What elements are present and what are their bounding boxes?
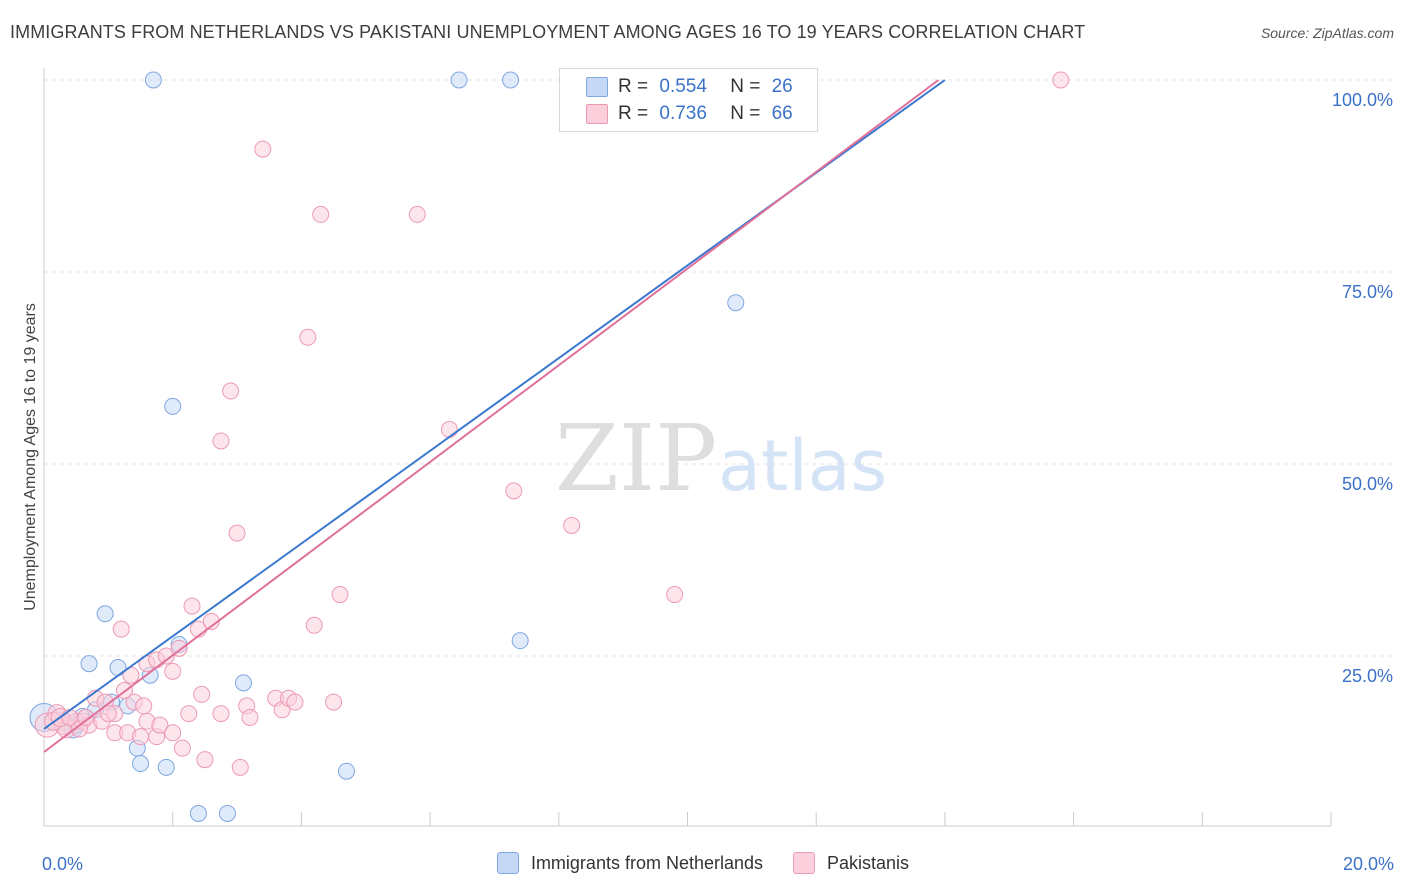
- pakistani-point: [193, 685, 211, 703]
- r-value: 0.554: [659, 76, 707, 97]
- y-tick-label: 50.0%: [1342, 474, 1393, 494]
- grid-layer: [44, 79, 1394, 657]
- n-value: 26: [771, 76, 793, 97]
- netherlands-point: [96, 605, 114, 623]
- pakistani-trendline: [43, 79, 940, 753]
- y-axis-label: Unemployment Among Ages 16 to 19 years: [22, 303, 39, 611]
- series-legend: Immigrants from Netherlands Pakistanis: [0, 852, 1406, 874]
- chart-title: IMMIGRANTS FROM NETHERLANDS VS PAKISTANI…: [10, 22, 1086, 42]
- pakistani-point: [254, 140, 272, 158]
- x-tick-label: 0.0%: [42, 854, 83, 874]
- netherlands-point: [164, 397, 182, 415]
- pakistani-point: [212, 705, 230, 723]
- pakistani-point: [77, 708, 95, 726]
- legend-item-pakistanis[interactable]: Pakistanis: [793, 852, 909, 874]
- n-value: 66: [771, 103, 793, 124]
- netherlands-point: [234, 674, 252, 692]
- pakistani-point: [196, 751, 214, 769]
- pakistani-point: [299, 328, 317, 346]
- r-label: R =: [618, 76, 649, 97]
- stats-legend: R = 0.554 N = 26 R = 0.736 N = 66: [559, 68, 818, 132]
- pakistani-point: [164, 662, 182, 680]
- pakistani-point: [325, 693, 343, 711]
- points-layer: [29, 71, 1070, 822]
- pakistani-point: [228, 524, 246, 542]
- netherlands-point: [511, 632, 529, 650]
- n-label: N =: [730, 76, 761, 97]
- netherlands-point: [144, 71, 162, 89]
- watermark-zip: ZIP: [555, 405, 717, 512]
- pakistani-point: [173, 739, 191, 757]
- pakistani-point: [212, 432, 230, 450]
- blue-swatch: [586, 77, 608, 97]
- r-value: 0.736: [659, 103, 707, 124]
- netherlands-point: [337, 762, 355, 780]
- pakistani-point: [331, 586, 349, 604]
- netherlands-point: [132, 755, 150, 773]
- pakistani-point: [286, 693, 304, 711]
- watermark-atlas: atlas: [718, 425, 887, 507]
- pakistani-point: [305, 616, 323, 634]
- netherlands-point: [450, 71, 468, 89]
- pakistani-point: [1052, 71, 1070, 89]
- y-tick-label: 25.0%: [1342, 666, 1393, 686]
- legend-item-netherlands[interactable]: Immigrants from Netherlands: [496, 852, 764, 874]
- pink-swatch: [586, 104, 608, 124]
- netherlands-point: [218, 804, 236, 822]
- pakistani-point: [505, 482, 523, 500]
- trend-layer: [43, 79, 946, 753]
- netherlands-point: [157, 758, 175, 776]
- legend-label: Immigrants from Netherlands: [530, 852, 764, 873]
- pakistani-point: [241, 708, 259, 726]
- pakistani-point: [99, 705, 117, 723]
- pakistani-point: [164, 724, 182, 742]
- blue-swatch: [496, 852, 519, 874]
- pakistani-point: [180, 705, 198, 723]
- source-label: Source: ZipAtlas.com: [1260, 25, 1394, 41]
- y-tick-label: 100.0%: [1332, 90, 1393, 110]
- legend-label: Pakistanis: [827, 852, 910, 873]
- pakistani-point: [135, 697, 153, 715]
- n-label: N =: [730, 103, 761, 124]
- pakistani-point: [440, 420, 458, 438]
- y-tick-label: 75.0%: [1342, 282, 1393, 302]
- pakistani-point: [666, 586, 684, 604]
- watermark: ZIP atlas: [555, 405, 887, 512]
- x-tick-label: 20.0%: [1343, 854, 1394, 874]
- pakistani-point: [222, 382, 240, 400]
- pakistani-point: [157, 647, 175, 665]
- pink-swatch: [793, 852, 816, 874]
- pakistani-point: [408, 205, 426, 223]
- pakistani-point: [132, 728, 150, 746]
- netherlands-point: [727, 294, 745, 312]
- pakistani-point: [151, 716, 169, 734]
- pakistani-point: [312, 205, 330, 223]
- pakistani-point: [183, 597, 201, 615]
- r-label: R =: [618, 103, 649, 124]
- netherlands-point: [80, 655, 98, 673]
- pakistani-point: [112, 620, 130, 638]
- pakistani-point: [563, 516, 581, 534]
- netherlands-point: [502, 71, 520, 89]
- axis-layer: 25.0% 50.0% 75.0% 100.0% 0.0% 20.0%: [42, 68, 1394, 874]
- pakistani-point: [231, 758, 249, 776]
- netherlands-point: [189, 804, 207, 822]
